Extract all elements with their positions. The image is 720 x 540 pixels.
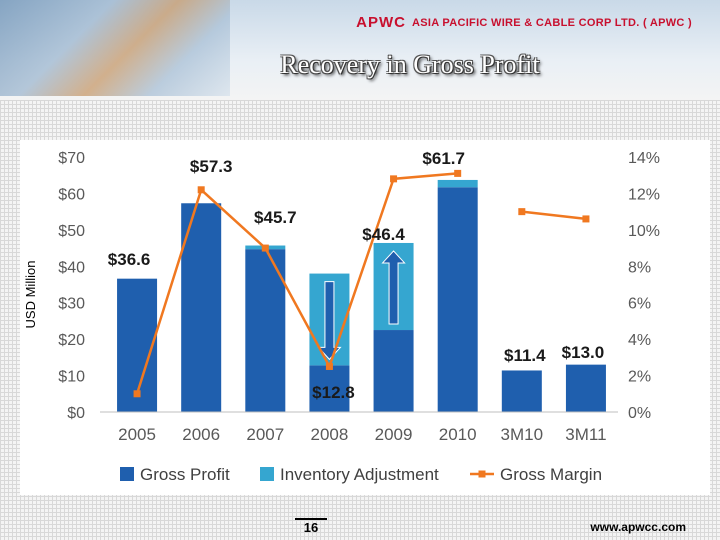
y2-tick-label: 8% bbox=[628, 259, 651, 276]
y2-tick-label: 12% bbox=[628, 186, 660, 203]
bar-gross-profit bbox=[373, 330, 414, 412]
data-label-3M11: $13.0 bbox=[562, 343, 605, 362]
legend-label-gross-margin: Gross Margin bbox=[500, 465, 602, 484]
y2-tick-label: 4% bbox=[628, 332, 651, 349]
y-tick-label: $20 bbox=[58, 332, 85, 349]
data-label-2007: $45.7 bbox=[254, 208, 297, 227]
gross-margin-point bbox=[390, 175, 398, 183]
data-label-2005: $36.6 bbox=[108, 250, 151, 269]
bar-gross-profit bbox=[309, 365, 350, 412]
x-tick-label: 3M10 bbox=[501, 425, 544, 444]
x-tick-label: 2007 bbox=[246, 425, 284, 444]
y-tick-label: $0 bbox=[67, 405, 85, 422]
combo-chart: USD Million $0 $10 $20 $30 $40 $50 $60 $70 0% 2% 4%… bbox=[23, 149, 660, 484]
slide-title: Recovery in Gross Profit bbox=[280, 50, 540, 79]
logo-text: ASIA PACIFIC WIRE & CABLE CORP LTD. ( AP… bbox=[411, 16, 692, 29]
y-tick-label: $70 bbox=[58, 150, 85, 167]
footer-url: www.apwcc.com bbox=[590, 520, 686, 534]
bar-gross-profit bbox=[437, 187, 478, 412]
x-tick-label: 2006 bbox=[182, 425, 220, 444]
y-tick-label: $60 bbox=[58, 186, 85, 203]
y2-tick-label: 10% bbox=[628, 223, 660, 240]
legend-swatch-inventory bbox=[260, 467, 274, 481]
x-tick-label: 2010 bbox=[439, 425, 477, 444]
gross-margin-line-quarterly bbox=[521, 210, 587, 221]
legend-swatch-gross-profit bbox=[120, 467, 134, 481]
x-tick-label: 2008 bbox=[311, 425, 349, 444]
bar-gross-profit bbox=[181, 203, 222, 412]
x-tick-label: 2005 bbox=[118, 425, 156, 444]
gross-margin-point bbox=[133, 390, 141, 398]
bar-gross-profit bbox=[501, 370, 542, 412]
header-photo bbox=[0, 0, 230, 96]
gross-margin-point bbox=[454, 169, 462, 177]
y2-tick-label: 6% bbox=[628, 296, 651, 313]
data-label-2006: $57.3 bbox=[190, 157, 233, 176]
page-number: 16 bbox=[295, 518, 327, 540]
data-label-2009: $46.4 bbox=[362, 225, 405, 244]
gross-margin-point bbox=[518, 208, 526, 216]
y2-tick-label: 0% bbox=[628, 405, 651, 422]
legend-marker-gross-margin bbox=[478, 470, 486, 478]
data-label-2010: $61.7 bbox=[422, 149, 465, 168]
gross-margin-point bbox=[261, 244, 269, 252]
data-label-3M10: $11.4 bbox=[504, 346, 546, 365]
x-tick-label: 3M11 bbox=[565, 425, 606, 444]
bar-gross-profit bbox=[245, 249, 286, 412]
arrow-up-2009 bbox=[381, 250, 406, 325]
y-tick-label: $10 bbox=[58, 369, 85, 386]
bar-gross-profit bbox=[565, 364, 606, 412]
company-logo: APWC ASIA PACIFIC WIRE & CABLE CORP LTD.… bbox=[356, 14, 692, 31]
legend-label-inventory: Inventory Adjustment bbox=[280, 465, 439, 484]
y-tick-label: $30 bbox=[58, 296, 85, 313]
bar-inventory-adjustment bbox=[437, 179, 478, 188]
title-area: Recovery in Gross Profit bbox=[0, 0, 720, 100]
data-label-2008: $12.8 bbox=[312, 383, 355, 402]
y-axis-title: USD Million bbox=[23, 261, 38, 329]
gross-margin-line bbox=[135, 172, 458, 395]
y2-tick-label: 2% bbox=[628, 369, 651, 386]
gross-margin-point bbox=[582, 215, 590, 223]
x-tick-label: 2009 bbox=[375, 425, 413, 444]
logo-mark: APWC bbox=[356, 14, 406, 31]
legend-label-gross-profit: Gross Profit bbox=[140, 465, 230, 484]
y-tick-label: $50 bbox=[58, 223, 85, 240]
y2-tick-label: 14% bbox=[628, 150, 660, 167]
gross-margin-point bbox=[197, 186, 205, 194]
gross-margin-point bbox=[325, 362, 333, 370]
chart-panel: USD Million $0 $10 $20 $30 $40 $50 $60 $70 0% 2% 4%… bbox=[20, 140, 710, 495]
y-tick-label: $40 bbox=[58, 259, 85, 276]
